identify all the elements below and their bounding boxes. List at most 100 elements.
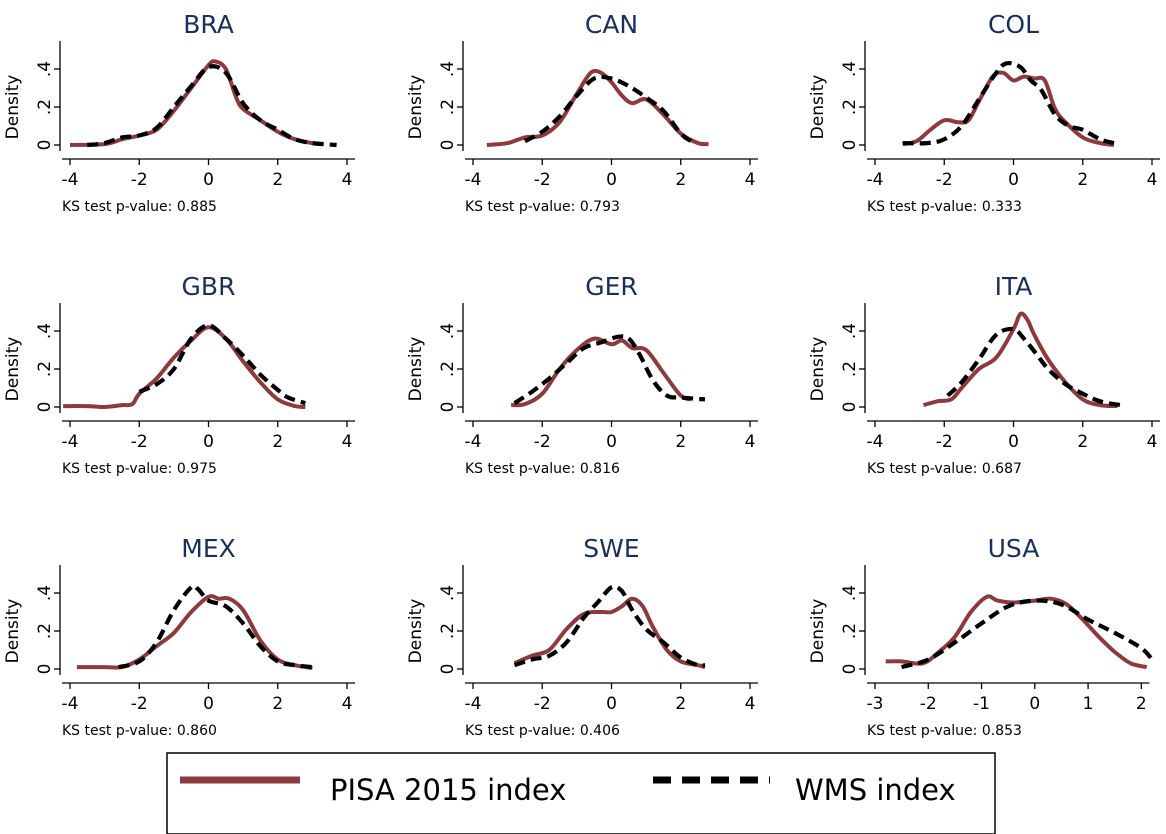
- panel-can-x-tick-label: -2: [534, 170, 551, 190]
- panel-ita-wms-line: [946, 326, 1122, 408]
- panel-col-y-tick-label: .2: [840, 99, 860, 115]
- panel-ita-y-tick-label: 0: [840, 402, 860, 413]
- panel-can-y-tick-label: .4: [438, 61, 458, 77]
- panel-ita-x-tick-label: 0: [1008, 432, 1019, 452]
- panel-ger-y-tick-label: .2: [438, 361, 458, 377]
- panel-swe-x-tick-label: -4: [465, 694, 482, 714]
- panel-usa-title: USA: [988, 534, 1040, 563]
- panel-ger-x-tick-label: 0: [606, 432, 617, 452]
- panel-can-x-tick-label: 4: [745, 170, 756, 190]
- panel-gbr-y-axis-title: Density: [3, 337, 23, 402]
- panel-swe-wms-line: [513, 584, 706, 668]
- panel-mex-x-tick-label: 0: [203, 694, 214, 714]
- panel-mex-x-tick-label: -2: [131, 694, 148, 714]
- panel-ita-x-tick-label: 2: [1077, 432, 1088, 452]
- panel-ger-ks-note: KS test p-value: 0.816: [465, 461, 620, 477]
- panel-col-x-tick-label: 2: [1077, 170, 1088, 190]
- panel-ita-x-tick-label: -4: [867, 432, 884, 452]
- panel-can-x-tick-label: 0: [606, 170, 617, 190]
- panel-gbr-y-tick-label: 0: [35, 402, 55, 413]
- panel-can-title: CAN: [585, 10, 638, 39]
- panel-usa-y-tick-label: .4: [840, 585, 860, 601]
- panel-gbr-y-tick-label: .2: [35, 361, 55, 377]
- panel-mex: MEX 0 .2 .4 Density -4 -2 0 2 4 KS test p-value: 0…: [3, 534, 355, 739]
- panel-mex-pisa-line: [76, 594, 313, 670]
- panel-bra: BRA 0 .2 .4 Density -4 -2 0 2 4 KS test p-value: 0…: [3, 10, 355, 215]
- panel-ita-title: ITA: [995, 272, 1033, 301]
- panel-mex-x-tick-label: 4: [342, 694, 353, 714]
- panel-usa-ks-note: KS test p-value: 0.853: [867, 723, 1022, 739]
- panel-usa-x-tick-label: -1: [973, 694, 990, 714]
- panel-bra-x-tick-label: -2: [131, 170, 148, 190]
- panel-ita-y-axis-title: Density: [808, 337, 828, 402]
- panel-col-x-tick-label: -4: [867, 170, 884, 190]
- panel-ger-wms-line: [513, 334, 706, 405]
- panel-mex-ks-note: KS test p-value: 0.860: [62, 723, 217, 739]
- panel-can-y-tick-label: .2: [438, 99, 458, 115]
- panel-usa: USA 0 .2 .4 Density -3 -2 -1 0 1 2 KS test p-value:…: [808, 534, 1154, 739]
- panel-ita-y-tick-label: .2: [840, 361, 860, 377]
- panel-usa-pisa-line: [885, 594, 1148, 670]
- panel-mex-wms-line: [117, 583, 313, 670]
- panel-usa-x-tick-label: -3: [867, 694, 884, 714]
- panel-usa-x-tick-label: 2: [1136, 694, 1147, 714]
- panel-mex-y-tick-label: .2: [35, 623, 55, 639]
- panel-swe-x-tick-label: -2: [534, 694, 551, 714]
- panel-col-y-tick-label: .4: [840, 61, 860, 77]
- panel-swe-y-axis-title: Density: [406, 599, 426, 664]
- panel-ger-y-axis-title: Density: [406, 337, 426, 402]
- panel-ita-y-tick-label: .4: [840, 323, 860, 339]
- panel-swe-x-tick-label: 2: [675, 694, 686, 714]
- panel-gbr-pisa-line: [63, 325, 306, 410]
- panel-col-wms-line: [902, 60, 1115, 146]
- panel-col: COL 0 .2 .4 Density -4 -2 0 2 4 KS test p-value: 0…: [808, 10, 1160, 215]
- panel-ita-x-tick-label: -2: [936, 432, 953, 452]
- panel-ger-x-tick-label: -4: [465, 432, 482, 452]
- panel-col-y-tick-label: 0: [840, 140, 860, 151]
- panel-gbr-wms-line: [138, 323, 307, 406]
- legend: PISA 2015 index WMS index: [166, 752, 996, 834]
- panel-ita: ITA 0 .2 .4 Density -4 -2 0 2 4 KS test p-value: 0…: [808, 272, 1160, 477]
- panel-bra-x-tick-label: -4: [62, 170, 79, 190]
- panel-mex-title: MEX: [181, 534, 236, 563]
- panel-swe-x-tick-label: 4: [745, 694, 756, 714]
- panel-swe: SWE 0 .2 .4 Density -4 -2 0 2 4 KS test p-value: 0…: [406, 534, 758, 739]
- panel-col-title: COL: [988, 10, 1039, 39]
- panel-ger-x-tick-label: 2: [675, 432, 686, 452]
- panel-swe-x-tick-label: 0: [606, 694, 617, 714]
- panel-bra-y-tick-label: 0: [35, 140, 55, 151]
- panel-can-x-tick-label: 2: [675, 170, 686, 190]
- panel-ger-x-tick-label: -2: [534, 432, 551, 452]
- panel-usa-y-axis-title: Density: [808, 599, 828, 664]
- panel-gbr-x-tick-label: 2: [272, 432, 283, 452]
- legend-pisa-label: PISA 2015 index: [330, 773, 566, 807]
- panel-col-x-tick-label: 0: [1008, 170, 1019, 190]
- panel-gbr-ks-note: KS test p-value: 0.975: [62, 461, 217, 477]
- panel-can-wms-line: [523, 74, 693, 144]
- panel-gbr-x-tick-label: -2: [131, 432, 148, 452]
- panel-gbr-x-tick-label: -4: [62, 432, 79, 452]
- panel-swe-ks-note: KS test p-value: 0.406: [465, 723, 620, 739]
- legend-box: [166, 752, 996, 834]
- panel-gbr-title: GBR: [182, 272, 236, 301]
- panel-ger-y-tick-label: 0: [438, 402, 458, 413]
- panel-bra-ks-note: KS test p-value: 0.885: [62, 199, 217, 215]
- panel-gbr-x-tick-label: 4: [342, 432, 353, 452]
- panel-mex-x-tick-label: 2: [272, 694, 283, 714]
- panel-bra-wms-line: [87, 64, 337, 148]
- panel-swe-y-tick-label: .4: [438, 585, 458, 601]
- panel-bra-x-tick-label: 0: [203, 170, 214, 190]
- panel-col-y-axis-title: Density: [808, 75, 828, 140]
- panel-can-x-tick-label: -4: [465, 170, 482, 190]
- panel-ger-y-tick-label: .4: [438, 323, 458, 339]
- panel-swe-pisa-line: [513, 596, 706, 670]
- panel-bra-y-tick-label: .4: [35, 61, 55, 77]
- panel-swe-title: SWE: [583, 534, 639, 563]
- panel-gbr-y-tick-label: .4: [35, 323, 55, 339]
- panel-usa-wms-line: [901, 598, 1154, 670]
- panel-ger-title: GER: [585, 272, 638, 301]
- panel-can-y-axis-title: Density: [406, 75, 426, 140]
- panel-ita-ks-note: KS test p-value: 0.687: [867, 461, 1022, 477]
- panel-col-x-tick-label: -2: [936, 170, 953, 190]
